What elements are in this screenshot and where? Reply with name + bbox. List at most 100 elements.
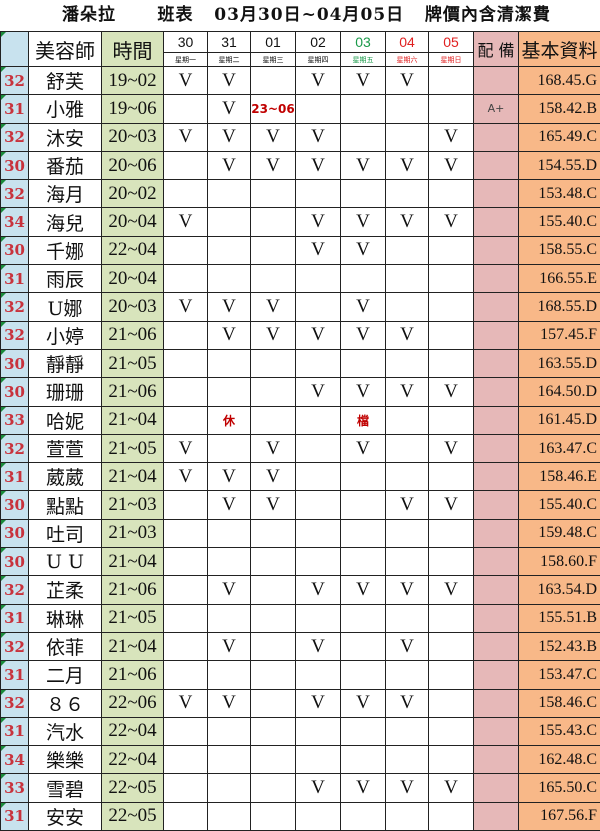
shift-cell: [207, 773, 251, 803]
shift-cell: V: [163, 433, 208, 464]
shift-cell: [163, 773, 208, 803]
shift-cell: V: [340, 433, 386, 464]
shift-cell: [163, 377, 208, 407]
info-cell: 159.48.C: [518, 518, 600, 549]
weekday-header: 星期六: [385, 52, 429, 67]
staff-row: 32 萱萱 21~05 V V V V 163.47.C: [0, 433, 600, 464]
shift-cell: [428, 405, 474, 435]
staff-row: 31 葳葳 21~04 V V V 158.46.E: [0, 462, 600, 492]
shift-cell: V: [207, 65, 251, 96]
shift-cell: [385, 433, 429, 464]
info-cell: 164.50.D: [518, 377, 600, 407]
shift-cell: [428, 462, 474, 492]
shift-cell: [340, 547, 386, 577]
shift-cell: V: [385, 575, 429, 605]
shift-cell: [428, 292, 474, 322]
schedule-label: 班表: [157, 5, 194, 25]
shift-cell: [340, 716, 386, 747]
shift-cell: [428, 65, 474, 96]
age-cell: 31: [0, 462, 29, 492]
name-cell: 二月: [28, 660, 102, 690]
age-cell: 31: [0, 603, 29, 633]
name-cell: 沐安: [28, 122, 102, 152]
staff-row: 32 舒芙 19~02 V V V V V 168.45.G: [0, 65, 600, 96]
shift-cell: [428, 801, 474, 831]
info-cell: 152.43.B: [518, 631, 600, 662]
shift-cell: [340, 660, 386, 690]
name-cell: 海月: [28, 179, 102, 209]
time-cell: 21~06: [101, 660, 164, 690]
date-header: 03: [340, 31, 386, 53]
name-cell: 雨辰: [28, 264, 102, 294]
shift-cell: [250, 801, 296, 831]
name-cell: U U: [28, 547, 102, 577]
shift-cell: V: [250, 490, 296, 520]
time-cell: 19~02: [101, 65, 164, 96]
shift-cell: [295, 462, 341, 492]
shift-cell: [207, 660, 251, 690]
equipment-cell: [473, 490, 519, 520]
shift-cell: [207, 377, 251, 407]
shift-cell: [295, 179, 341, 209]
shift-cell: [340, 348, 386, 379]
shift-cell: [250, 688, 296, 718]
info-cell: 167.56.F: [518, 801, 600, 831]
info-cell: 158.46.E: [518, 462, 600, 492]
shift-cell: [250, 745, 296, 775]
shift-cell: [163, 575, 208, 605]
info-cell: 165.49.C: [518, 122, 600, 152]
shift-cell: 檔: [340, 405, 386, 435]
staff-row: 33 哈妮 21~04 休 檔 161.45.D: [0, 405, 600, 435]
equipment-cell: [473, 292, 519, 322]
info-cell: 155.40.C: [518, 490, 600, 520]
shift-cell: [295, 490, 341, 520]
shift-cell: [428, 94, 474, 124]
shift-cell: [385, 518, 429, 549]
shift-cell: [250, 631, 296, 662]
price-note: 牌價內含清潔費: [424, 5, 551, 25]
shift-cell: V: [385, 688, 429, 718]
age-cell: 32: [0, 575, 29, 605]
shift-cell: V: [385, 207, 429, 237]
store-name: 潘朵拉: [62, 5, 116, 25]
date-range: 03月30日~04月05日: [214, 5, 405, 25]
name-cell: 雪碧: [28, 773, 102, 803]
shift-cell: V: [385, 490, 429, 520]
name-cell: 小婷: [28, 320, 102, 350]
staff-row: 32 U娜 20~03 V V V V 168.55.D: [0, 292, 600, 322]
equipment-cell: [473, 405, 519, 435]
shift-cell: [163, 405, 208, 435]
name-cell: 千娜: [28, 235, 102, 266]
shift-cell: [295, 405, 341, 435]
info-cell: 165.50.C: [518, 773, 600, 803]
name-cell: 小雅: [28, 94, 102, 124]
age-header: [0, 31, 29, 67]
shift-cell: [428, 745, 474, 775]
age-cell: 33: [0, 405, 29, 435]
shift-cell: [250, 518, 296, 549]
name-cell: 樂樂: [28, 745, 102, 775]
shift-cell: V: [207, 575, 251, 605]
shift-cell: [295, 660, 341, 690]
shift-cell: V: [163, 207, 208, 237]
info-cell: 158.55.C: [518, 235, 600, 266]
shift-cell: [250, 547, 296, 577]
shift-cell: V: [428, 207, 474, 237]
staff-row: 31 二月 21~06 153.47.C: [0, 660, 600, 690]
equipment-cell: [473, 235, 519, 266]
shift-cell: [385, 264, 429, 294]
shift-cell: [250, 179, 296, 209]
shift-cell: [295, 603, 341, 633]
staff-row: 32 ８６ 22~06 V V V V V 158.46.C: [0, 688, 600, 718]
shift-cell: V: [340, 207, 386, 237]
age-cell: 30: [0, 348, 29, 379]
equipment-cell: [473, 773, 519, 803]
shift-cell: V: [340, 320, 386, 350]
name-cell: 海兒: [28, 207, 102, 237]
shift-cell: V: [295, 688, 341, 718]
equipment-cell: [473, 631, 519, 662]
shift-cell: V: [340, 235, 386, 266]
shift-cell: [385, 547, 429, 577]
shift-cell: [250, 207, 296, 237]
shift-cell: [207, 518, 251, 549]
